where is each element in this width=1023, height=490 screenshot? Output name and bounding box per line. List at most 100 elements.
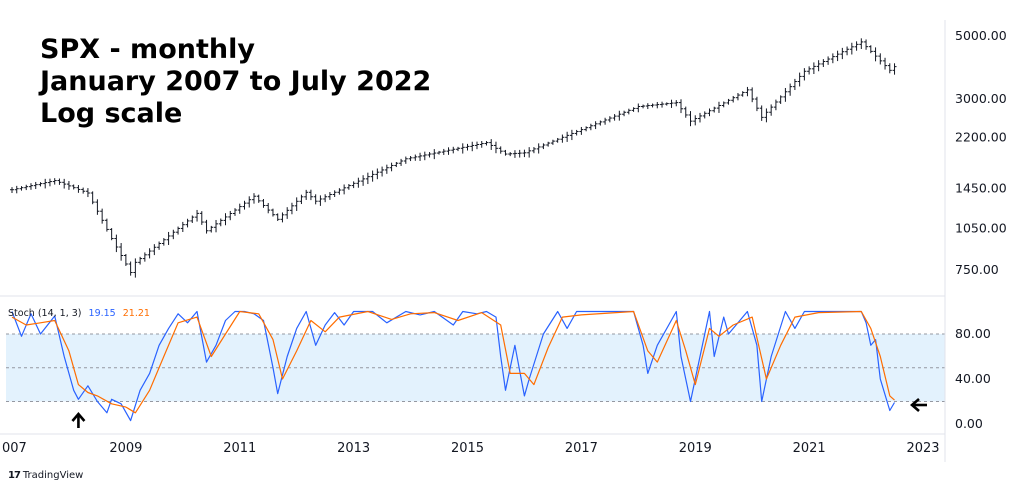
price-bar — [574, 129, 579, 136]
price-bar — [299, 194, 304, 205]
price-bar — [57, 178, 62, 185]
stoch-d-value: 21.21 — [122, 308, 150, 319]
time-tick-label: 2017 — [565, 441, 598, 456]
price-bar — [242, 200, 247, 210]
price-bar — [840, 47, 845, 60]
price-bar — [10, 187, 14, 194]
price-bar — [223, 213, 228, 226]
price-bar — [735, 93, 740, 101]
tradingview-branding[interactable]: 17 TradingView — [8, 470, 83, 481]
price-tick-label: 750.00 — [955, 262, 999, 277]
price-bar — [451, 146, 456, 154]
price-bar — [849, 42, 854, 55]
price-bar — [617, 110, 622, 121]
price-bar — [878, 53, 883, 65]
price-bar — [327, 192, 332, 200]
price-bar — [218, 218, 223, 227]
price-bar — [598, 120, 603, 126]
price-bar — [351, 181, 356, 189]
price-bar — [408, 156, 413, 162]
price-bar — [650, 103, 655, 108]
price-bar — [66, 181, 71, 190]
price-bar — [565, 131, 570, 142]
price-tick-label: 2200.00 — [955, 129, 1007, 144]
price-bar — [536, 143, 541, 154]
price-bar — [441, 148, 446, 155]
price-bar — [693, 115, 698, 126]
price-bar — [541, 143, 546, 150]
price-bar — [81, 187, 86, 194]
price-bar — [479, 140, 484, 148]
price-bar — [716, 101, 721, 113]
price-bar — [147, 248, 152, 259]
price-bar — [773, 99, 778, 111]
price-bar — [285, 207, 290, 219]
price-bar — [631, 107, 636, 112]
price-bar — [489, 139, 494, 150]
price-tick-label: 1450.00 — [955, 181, 1007, 196]
price-bar — [674, 100, 679, 107]
price-bar — [622, 110, 627, 117]
chart-title-line-3: Log scale — [40, 98, 183, 129]
price-bar — [85, 188, 90, 198]
price-bar — [750, 87, 755, 103]
price-bar — [161, 238, 166, 246]
time-tick-label: 2023 — [906, 441, 939, 456]
price-bar — [256, 194, 261, 203]
price-tick-label: 1050.00 — [955, 220, 1007, 235]
price-bar — [432, 149, 437, 160]
price-bar — [584, 126, 589, 132]
price-bar — [403, 156, 408, 164]
price-bar — [304, 189, 309, 200]
price-bar — [456, 146, 461, 152]
tradingview-brand-label: TradingView — [22, 470, 84, 481]
price-bar — [180, 221, 185, 232]
price-bar — [645, 103, 650, 110]
price-bar — [389, 162, 394, 172]
price-bar — [308, 189, 313, 201]
price-bar — [821, 59, 826, 67]
price-bar — [47, 178, 52, 187]
price-bar — [109, 228, 114, 241]
price-bar — [380, 166, 385, 177]
price-bar — [864, 39, 869, 50]
price-bar — [332, 190, 337, 197]
price-bar — [275, 213, 280, 221]
time-tick-label: 2013 — [337, 441, 370, 456]
stoch-k-value: 19.15 — [88, 308, 116, 319]
time-tick-label: 007 — [2, 441, 27, 456]
price-bar — [830, 53, 835, 64]
price-bar — [811, 62, 816, 75]
price-bar — [422, 151, 427, 161]
price-bar — [873, 47, 878, 62]
price-bar — [726, 98, 731, 105]
price-bar — [38, 182, 43, 187]
price-bar — [418, 152, 423, 161]
price-bar — [697, 112, 702, 123]
price-bar — [883, 57, 888, 70]
price-bar — [522, 149, 527, 158]
stoch-tick-label: 80.00 — [955, 326, 991, 341]
price-bar — [683, 106, 688, 118]
price-bar — [437, 150, 442, 155]
price-bar — [550, 139, 555, 145]
time-tick-label: 2015 — [451, 441, 484, 456]
price-bar — [778, 95, 783, 104]
price-bar — [33, 181, 38, 190]
price-bar — [289, 202, 294, 215]
price-bar — [133, 258, 138, 278]
price-tick-label: 3000.00 — [955, 91, 1007, 106]
stoch-legend[interactable]: Stoch (14, 1, 3) 19.15 21.21 — [8, 308, 150, 319]
price-bar — [887, 63, 892, 74]
price-bar — [394, 161, 399, 168]
price-bar — [62, 178, 67, 189]
price-bar — [52, 178, 57, 185]
price-bar — [190, 215, 195, 223]
price-bar — [346, 184, 351, 190]
price-bar — [375, 168, 380, 180]
price-bar — [465, 143, 470, 151]
price-bar — [740, 91, 745, 97]
stoch-tick-label: 0.00 — [955, 416, 983, 431]
price-bar — [788, 83, 793, 96]
price-bar — [166, 231, 171, 245]
